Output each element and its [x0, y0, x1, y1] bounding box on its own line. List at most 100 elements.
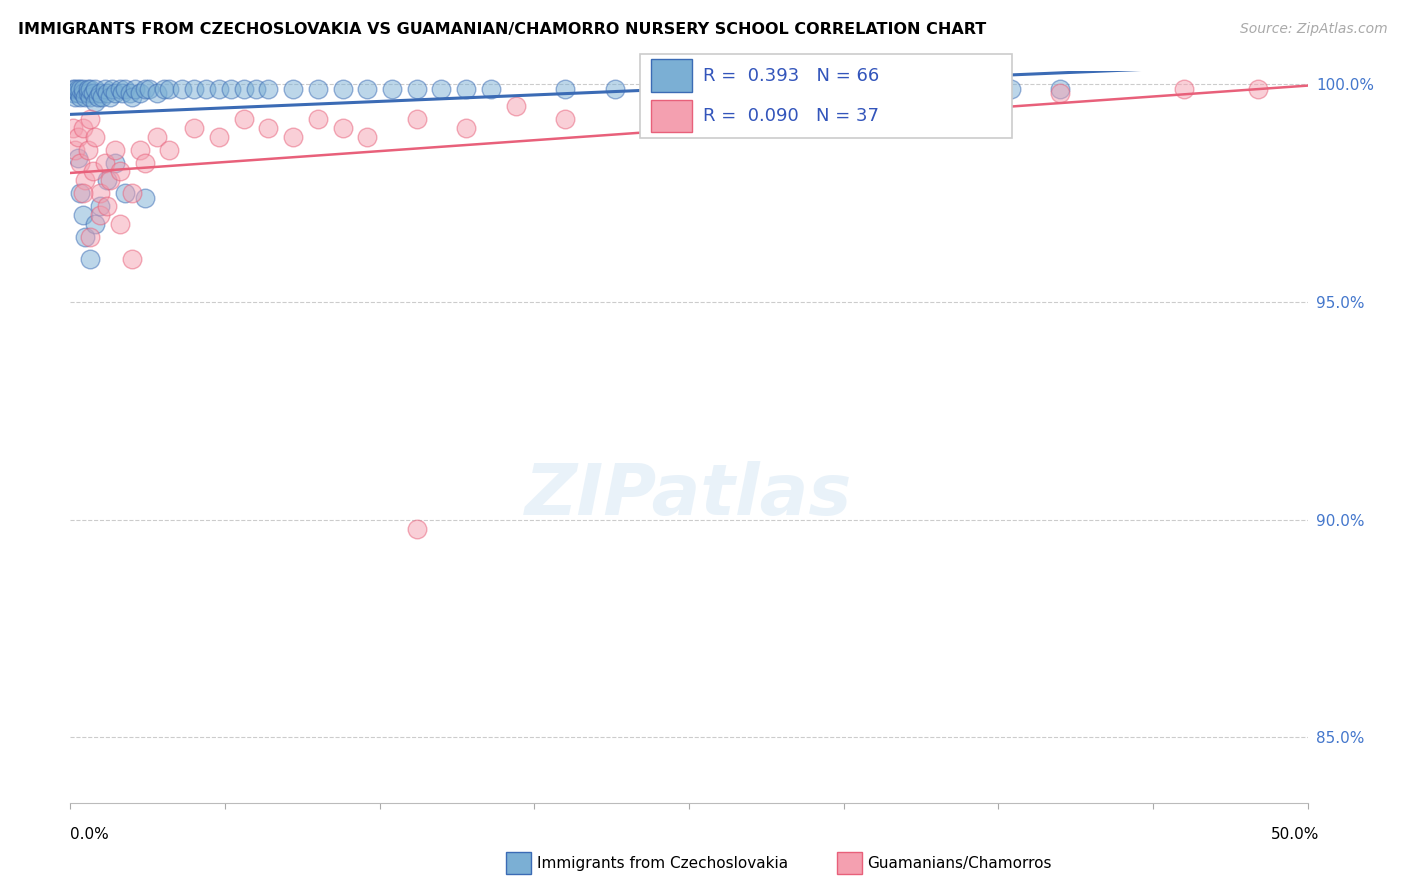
Point: [703, 82, 725, 96]
Point: [62, 82, 84, 96]
Point: [430, 82, 453, 96]
Point: [89, 199, 111, 213]
Point: [69, 155, 91, 169]
Point: [851, 82, 873, 96]
Point: [950, 82, 973, 96]
Point: [79, 90, 101, 104]
Point: [752, 82, 775, 96]
Text: R =  0.090   N = 37: R = 0.090 N = 37: [703, 107, 879, 125]
Point: [65, 82, 87, 96]
Point: [356, 129, 378, 144]
Point: [257, 120, 280, 135]
Point: [505, 99, 527, 113]
Text: R =  0.393   N = 66: R = 0.393 N = 66: [703, 67, 879, 85]
Point: [121, 90, 143, 104]
Point: [232, 82, 254, 96]
Point: [114, 82, 136, 96]
Point: [79, 112, 101, 127]
Point: [405, 521, 427, 535]
Point: [1049, 82, 1071, 96]
Point: [75, 173, 97, 187]
Point: [76, 86, 98, 100]
Point: [307, 112, 329, 127]
Point: [146, 86, 169, 100]
Point: [94, 82, 117, 96]
Point: [332, 82, 354, 96]
Point: [381, 82, 404, 96]
Text: 50.0%: 50.0%: [1271, 827, 1319, 841]
Point: [98, 173, 121, 187]
Point: [678, 99, 700, 113]
Point: [91, 90, 114, 104]
Point: [104, 155, 127, 169]
Point: [76, 82, 98, 96]
Point: [84, 129, 107, 144]
Text: ZIPatlas: ZIPatlas: [526, 461, 852, 530]
Point: [89, 208, 111, 222]
Point: [281, 82, 304, 96]
Point: [72, 208, 94, 222]
Point: [257, 82, 280, 96]
Point: [281, 129, 304, 144]
Point: [195, 82, 218, 96]
Point: [146, 129, 169, 144]
Point: [104, 86, 127, 100]
Point: [69, 90, 91, 104]
Point: [96, 199, 118, 213]
Point: [84, 217, 107, 231]
Point: [405, 112, 427, 127]
Point: [75, 229, 97, 244]
Text: Source: ZipAtlas.com: Source: ZipAtlas.com: [1240, 22, 1388, 37]
Point: [101, 82, 124, 96]
Point: [98, 90, 121, 104]
Point: [1247, 82, 1270, 96]
Point: [183, 120, 205, 135]
Point: [170, 82, 193, 96]
Point: [603, 82, 626, 96]
Point: [118, 86, 141, 100]
Point: [108, 82, 131, 96]
Point: [1049, 86, 1071, 100]
Point: [128, 143, 150, 157]
Point: [900, 82, 922, 96]
Point: [96, 173, 118, 187]
Point: [79, 82, 101, 96]
Point: [84, 82, 107, 96]
Point: [232, 112, 254, 127]
Point: [66, 86, 89, 100]
Point: [72, 120, 94, 135]
Point: [82, 164, 104, 178]
Point: [554, 82, 576, 96]
Point: [66, 82, 89, 96]
Text: IMMIGRANTS FROM CZECHOSLOVAKIA VS GUAMANIAN/CHAMORRO NURSERY SCHOOL CORRELATION : IMMIGRANTS FROM CZECHOSLOVAKIA VS GUAMAN…: [18, 22, 987, 37]
Point: [89, 186, 111, 201]
Point: [89, 86, 111, 100]
Point: [153, 82, 176, 96]
Point: [121, 252, 143, 266]
Point: [134, 82, 156, 96]
Point: [245, 82, 267, 96]
Point: [307, 82, 329, 96]
Point: [62, 86, 84, 100]
Point: [183, 82, 205, 96]
FancyBboxPatch shape: [640, 54, 1012, 138]
Point: [62, 120, 84, 135]
Point: [1173, 82, 1195, 96]
Point: [69, 186, 91, 201]
Point: [79, 229, 101, 244]
Point: [96, 86, 118, 100]
Point: [104, 143, 127, 157]
Point: [456, 120, 478, 135]
Point: [456, 82, 478, 96]
Point: [554, 112, 576, 127]
Point: [66, 152, 89, 166]
Point: [138, 82, 160, 96]
Point: [479, 82, 502, 96]
Text: Guamanians/Chamorros: Guamanians/Chamorros: [868, 856, 1052, 871]
Point: [356, 82, 378, 96]
Point: [65, 90, 87, 104]
Point: [157, 82, 180, 96]
Point: [801, 82, 824, 96]
Point: [652, 82, 675, 96]
Point: [134, 191, 156, 205]
